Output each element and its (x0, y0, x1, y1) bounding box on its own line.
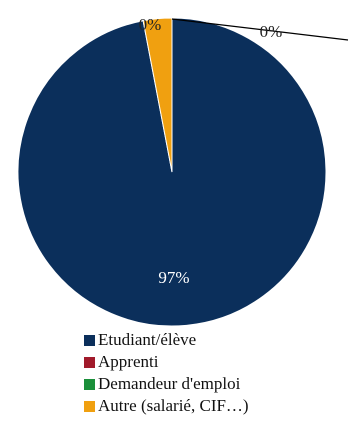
legend-item-apprenti: Apprenti (84, 352, 249, 372)
legend: Etudiant/élève Apprenti Demandeur d'empl… (84, 330, 249, 416)
slice-autre (142, 17, 173, 173)
legend-swatch-autre (84, 400, 95, 412)
data-label-apprenti: 0% (260, 22, 283, 41)
legend-label-apprenti: Apprenti (98, 352, 159, 371)
legend-item-etudiant: Etudiant/élève (84, 330, 249, 350)
leader-line (171, 18, 349, 41)
legend-swatch-etudiant (84, 334, 95, 346)
legend-label-etudiant: Etudiant/élève (98, 330, 197, 349)
legend-swatch-apprenti (84, 356, 95, 368)
legend-label-autre: Autre (salarié, CIF…) (98, 396, 249, 415)
data-label-etudiant: 97% (158, 268, 189, 287)
data-label-autre: 0% (139, 15, 162, 34)
legend-item-demandeur: Demandeur d'emploi (84, 374, 249, 394)
legend-item-autre: Autre (salarié, CIF…) (84, 396, 249, 416)
legend-label-demandeur: Demandeur d'emploi (98, 374, 241, 393)
legend-swatch-demandeur (84, 378, 95, 390)
